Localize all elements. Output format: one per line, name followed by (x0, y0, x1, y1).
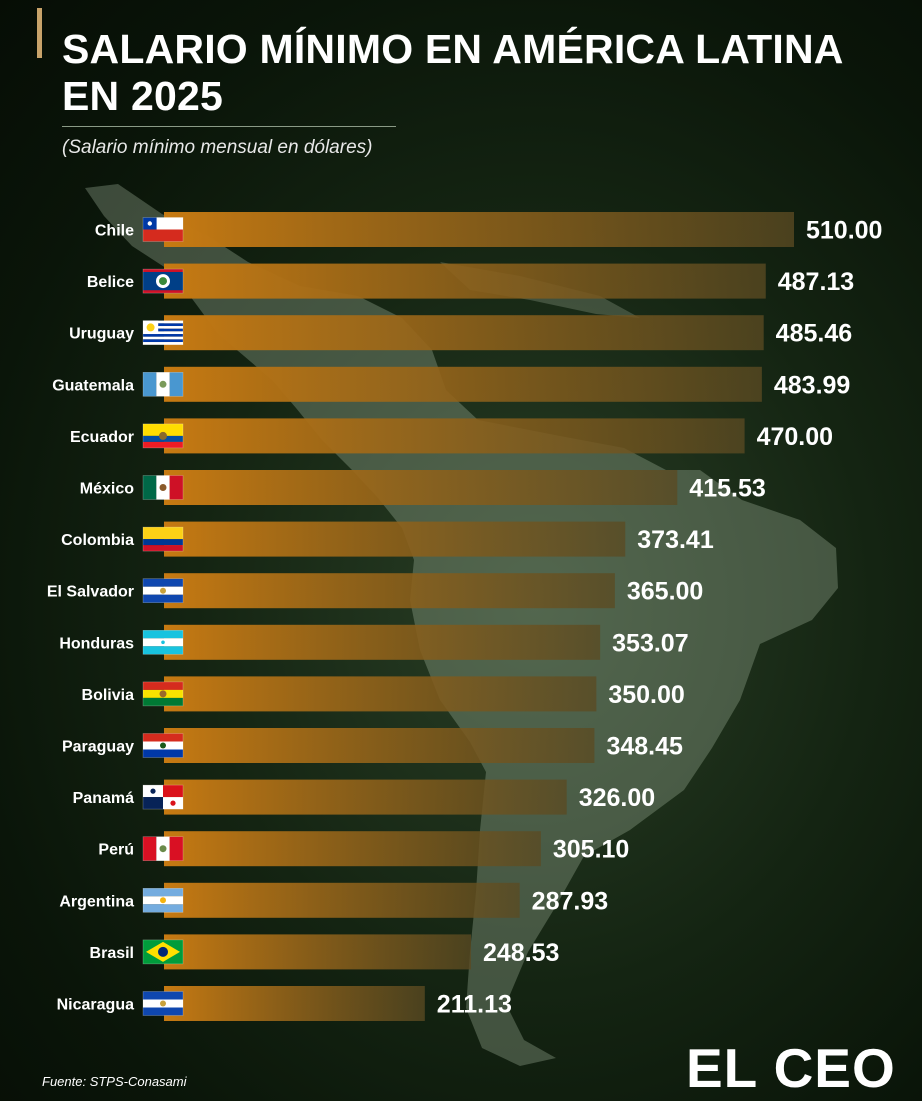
value-label-10: 348.45 (606, 733, 683, 761)
category-label-1: Belice (87, 274, 134, 291)
category-label-13: Argentina (59, 893, 134, 910)
bar-5 (164, 470, 678, 505)
category-label-0: Chile (95, 223, 134, 240)
value-label-6: 373.41 (637, 526, 714, 554)
bar-14 (164, 934, 472, 970)
bar-4 (164, 418, 745, 454)
category-label-12: Perú (98, 842, 134, 859)
bar-13 (164, 882, 520, 918)
flag-panama-icon (142, 784, 184, 810)
category-label-8: Honduras (59, 635, 134, 652)
flag-uruguay-icon (142, 320, 184, 345)
value-label-4: 470.00 (757, 423, 833, 451)
value-label-9: 350.00 (608, 681, 684, 709)
bar-chart: Chile 510.00 Belice 487.13 Uruguay 485.46 Guat… (47, 212, 882, 1021)
category-label-3: Guatemala (52, 377, 134, 394)
category-label-14: Brasil (90, 945, 134, 962)
bar-2 (164, 315, 764, 351)
category-label-10: Paraguay (62, 739, 134, 756)
flag-argentina-icon (142, 887, 184, 913)
category-label-6: Colombia (61, 532, 134, 549)
value-label-13: 287.93 (532, 887, 608, 915)
category-label-4: Ecuador (70, 429, 134, 446)
category-label-9: Bolivia (82, 687, 135, 704)
category-label-15: Nicaragua (57, 997, 134, 1014)
value-label-14: 248.53 (483, 939, 559, 967)
flag-nicaragua-icon (142, 991, 184, 1016)
value-label-11: 326.00 (579, 784, 655, 812)
bar-11 (164, 779, 567, 815)
value-label-12: 305.10 (553, 836, 629, 864)
flag-chile-icon (142, 217, 184, 242)
bar-15 (164, 986, 425, 1021)
value-label-2: 485.46 (776, 320, 852, 348)
el-ceo-logo: EL CEO (686, 1037, 896, 1099)
flag-bolivia-icon (142, 681, 184, 707)
flag-guatemala-icon (142, 372, 184, 397)
chart-subtitle: (Salario mínimo mensual en dólares) (62, 137, 373, 158)
category-label-5: México (80, 481, 134, 498)
bar-1 (164, 263, 766, 299)
category-label-7: El Salvador (47, 584, 134, 601)
flag-el-salvador-icon (142, 578, 184, 604)
flag-colombia-icon (142, 526, 184, 552)
flag-paraguay-icon (142, 733, 184, 758)
chart-title: SALARIO MÍNIMO EN AMÉRICA LATINA EN 2025 (62, 26, 843, 119)
bar-12 (164, 831, 541, 867)
bar-8 (164, 624, 601, 660)
category-label-2: Uruguay (69, 326, 134, 343)
bar-0 (164, 212, 794, 247)
flag-mexico-icon (142, 475, 184, 500)
title-divider (62, 126, 396, 127)
bar-10 (164, 728, 595, 763)
bar-9 (164, 676, 597, 712)
flag-honduras-icon (142, 629, 184, 655)
bar-7 (164, 573, 615, 609)
value-label-3: 483.99 (774, 371, 850, 399)
flag-belize-icon (142, 268, 184, 294)
bar-6 (164, 521, 626, 557)
value-label-0: 510.00 (806, 217, 882, 245)
value-label-8: 353.07 (612, 629, 688, 657)
title-accent-bar (37, 8, 42, 58)
bar-3 (164, 366, 762, 402)
source-note: Fuente: STPS-Conasami (42, 1074, 187, 1089)
value-label-15: 211.13 (437, 991, 512, 1019)
value-label-5: 415.53 (689, 475, 765, 503)
value-label-7: 365.00 (627, 578, 703, 606)
flag-ecuador-icon (142, 423, 184, 449)
flag-brazil-icon (142, 939, 184, 965)
value-label-1: 487.13 (778, 268, 854, 296)
category-label-11: Panamá (73, 790, 134, 807)
flag-peru-icon (142, 836, 184, 862)
